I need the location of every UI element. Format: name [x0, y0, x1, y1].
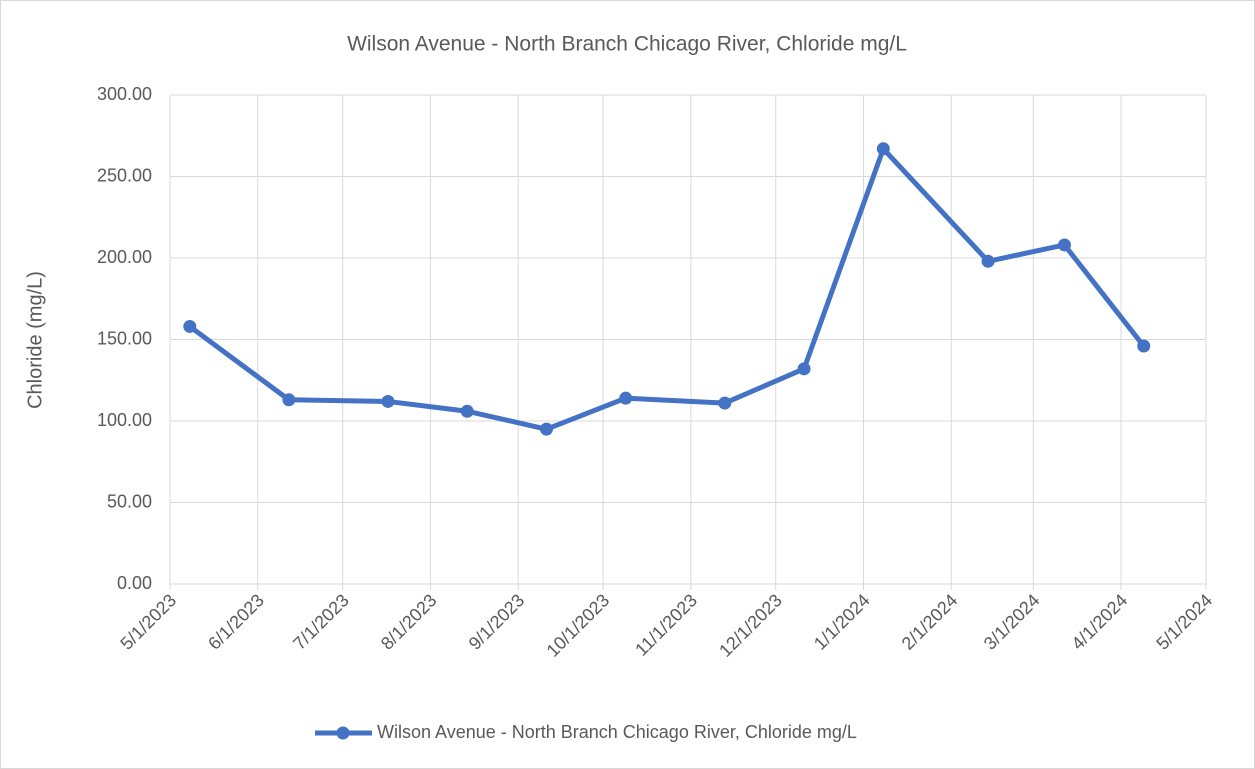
- data-point: [282, 393, 296, 407]
- data-point: [1137, 339, 1151, 353]
- y-tick-label: 100.00: [97, 410, 152, 430]
- data-point: [460, 404, 474, 418]
- y-tick-label: 150.00: [97, 328, 152, 348]
- data-point: [619, 391, 633, 405]
- data-point: [539, 422, 553, 436]
- legend-marker: [336, 726, 350, 740]
- data-point: [797, 362, 811, 376]
- y-tick-label: 300.00: [97, 84, 152, 104]
- data-point: [1057, 238, 1071, 252]
- legend-label: Wilson Avenue - North Branch Chicago Riv…: [377, 722, 857, 742]
- data-point: [183, 319, 197, 333]
- chart-title: Wilson Avenue - North Branch Chicago Riv…: [347, 33, 907, 56]
- y-tick-label: 50.00: [107, 491, 152, 511]
- data-point: [876, 142, 890, 156]
- series-line: [188, 146, 1146, 432]
- y-tick-label: 200.00: [97, 247, 152, 267]
- y-axis-label: Chloride (mg/L): [24, 271, 46, 409]
- data-point: [381, 394, 395, 408]
- y-tick-label: 0.00: [117, 573, 152, 593]
- data-point: [981, 254, 995, 268]
- data-point: [718, 396, 732, 410]
- y-tick-label: 250.00: [97, 165, 152, 185]
